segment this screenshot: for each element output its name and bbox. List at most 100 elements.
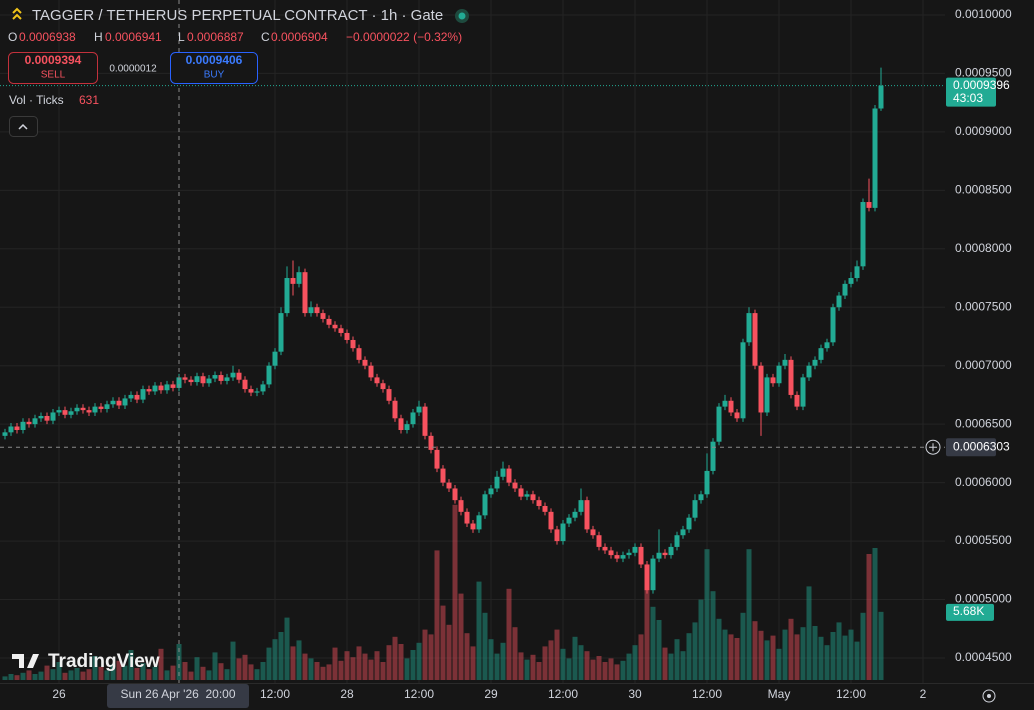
y-tick-label: 0.0007500 xyxy=(955,299,1012,313)
volume-bar xyxy=(38,671,44,680)
candle-body xyxy=(746,313,752,343)
volume-bar xyxy=(806,586,812,680)
volume-bar xyxy=(278,632,284,680)
x-tick-label: 29 xyxy=(484,687,498,701)
candle-body xyxy=(626,552,632,556)
candle-body xyxy=(272,351,278,366)
collapse-icon[interactable] xyxy=(18,123,28,130)
volume-bar xyxy=(182,662,188,680)
volume-bar xyxy=(296,640,302,680)
buy-price[interactable]: 0.0009406 xyxy=(186,53,243,67)
candle-body xyxy=(194,376,200,383)
volume-bar xyxy=(758,630,764,680)
volume-bar xyxy=(326,664,332,680)
sell-button[interactable] xyxy=(8,52,98,84)
volume-bar xyxy=(200,666,206,680)
logo-icon xyxy=(12,654,39,668)
candle-body xyxy=(122,398,128,406)
volume-bar xyxy=(740,612,746,680)
candle-body xyxy=(308,307,314,314)
candle-body xyxy=(866,202,872,208)
volume-bar xyxy=(542,646,548,680)
candle-body xyxy=(128,394,134,399)
candle-body xyxy=(698,494,704,501)
candle-body xyxy=(740,342,746,419)
candle-body xyxy=(680,529,686,536)
volume-bar xyxy=(614,664,620,680)
candle-body xyxy=(536,500,542,506)
candle-body xyxy=(548,511,554,530)
x-tick-label: 2 xyxy=(920,687,927,701)
candle-body xyxy=(830,307,836,343)
settings-icon-dot[interactable] xyxy=(987,694,991,698)
x-tick-label: 12:00 xyxy=(836,687,866,701)
candle-body xyxy=(488,488,494,495)
buy-button[interactable] xyxy=(170,52,258,84)
candle-body xyxy=(2,432,8,436)
volume-bar xyxy=(836,622,842,680)
x-tick-label: 28 xyxy=(340,687,354,701)
volume-label-box xyxy=(946,603,994,621)
y-tick-label: 0.0008000 xyxy=(955,241,1012,255)
candle-body xyxy=(362,359,368,366)
volume-bar xyxy=(746,549,752,680)
candle-body xyxy=(554,529,560,542)
candle-body xyxy=(806,365,812,378)
candle-body xyxy=(578,500,584,512)
volume-bar xyxy=(692,622,698,680)
x-tick-label: 12:00 xyxy=(692,687,722,701)
sell-price[interactable]: 0.0009394 xyxy=(25,53,82,67)
candle-body xyxy=(776,365,782,384)
volume-bar xyxy=(152,666,158,680)
volume-bar xyxy=(632,645,638,680)
volume-bar xyxy=(176,644,182,680)
volume-bar xyxy=(26,670,32,680)
candle-body xyxy=(8,426,14,433)
volume-bar xyxy=(716,618,722,680)
candle-body xyxy=(50,412,56,421)
candle-body xyxy=(860,202,866,267)
volume-bar xyxy=(374,651,380,680)
volume-bar xyxy=(620,660,626,680)
sell-label[interactable]: SELL xyxy=(41,70,66,81)
y-tick-label: 0.0006500 xyxy=(955,416,1012,430)
candle-body xyxy=(338,328,344,333)
candle-body xyxy=(368,365,374,378)
candle-body xyxy=(98,406,104,409)
candle-body xyxy=(656,552,662,559)
time-axis: 26 12:00 28 12:00 29 12:00 30 12:00 May 12:00 2 xyxy=(52,687,926,701)
candle-body xyxy=(608,550,614,556)
volume-bar xyxy=(398,644,404,680)
candle-body xyxy=(566,517,572,524)
volume-bar xyxy=(104,670,110,680)
candle-body xyxy=(254,391,260,393)
h-label: H xyxy=(94,30,103,44)
settings-icon[interactable] xyxy=(982,689,996,703)
candle-body xyxy=(110,400,116,405)
volume-bar xyxy=(350,657,356,680)
candle-body xyxy=(170,384,176,388)
candle-body xyxy=(392,400,398,419)
volume-bar xyxy=(44,665,50,680)
candle-body xyxy=(182,377,188,380)
candle-body xyxy=(722,400,728,407)
volume-ticks: 631 xyxy=(79,93,99,107)
volume-bar xyxy=(518,652,524,680)
volume-bar xyxy=(68,670,74,680)
last-price-label: 0.0009396 xyxy=(953,78,1010,92)
candle-body xyxy=(788,359,794,395)
candle-body xyxy=(686,517,692,530)
buy-label[interactable]: BUY xyxy=(204,70,225,81)
volume-bar xyxy=(830,632,836,680)
volume-bar xyxy=(2,676,8,680)
volume-bar xyxy=(62,672,68,680)
o-label: O xyxy=(8,30,17,44)
candle-body xyxy=(692,500,698,518)
candle-body xyxy=(704,470,710,495)
volume-bar xyxy=(878,611,884,680)
symbol-icon xyxy=(12,7,22,20)
volume-bar xyxy=(212,652,218,680)
volume-bar xyxy=(686,633,692,680)
volume-bar xyxy=(302,653,308,680)
candle-body xyxy=(68,411,74,415)
